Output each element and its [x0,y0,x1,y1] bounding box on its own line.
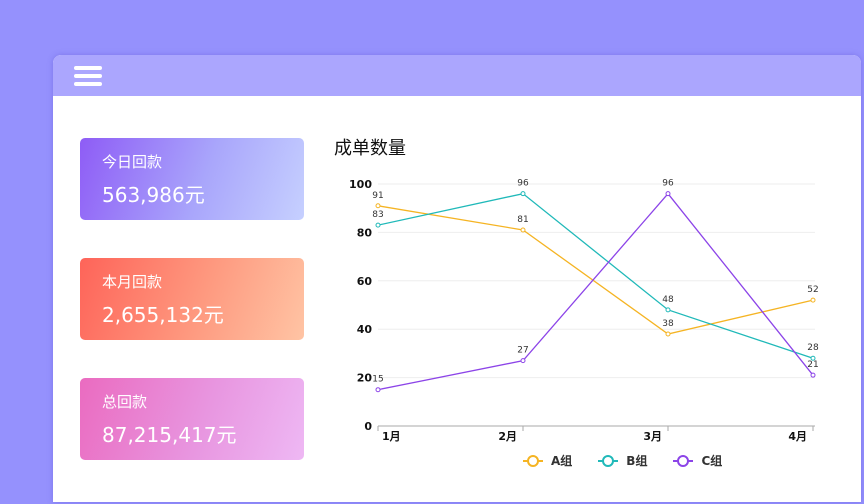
y-tick-label: 20 [357,372,373,385]
legend-item[interactable]: A组 [523,452,572,469]
data-label: 48 [662,295,674,305]
legend-label: A组 [551,454,573,468]
line-chart: 0 20 40 60 80 100 1月 2月 3月 4月 91 81 38 52 83 96 48 28 15 27… [349,178,819,443]
card-value: 563,986元 [102,183,205,207]
today-payment-card: 今日回款 563,986元 [80,138,304,220]
data-label: 21 [807,360,818,370]
dashboard-window: 今日回款 563,986元 本月回款 2,655,132元 总回款 87,215… [53,55,861,502]
y-tick-label: 0 [364,420,372,433]
series-line [377,192,814,359]
data-label: 96 [517,179,529,189]
legend-item[interactable]: B组 [598,452,647,469]
legend-label: B组 [626,454,648,468]
data-label: 96 [662,179,674,189]
legend-item[interactable]: C组 [673,452,722,469]
data-point[interactable] [665,191,671,197]
x-tick-label: 2月 [498,430,517,443]
series-line [377,205,814,335]
legend-label: C组 [701,454,723,468]
legend-marker-icon [598,454,619,467]
card-value: 87,215,417元 [102,423,237,447]
legend-marker-icon [673,454,694,467]
series-line [377,192,814,391]
data-point[interactable] [375,387,381,393]
data-point[interactable] [810,355,816,361]
y-tick-label: 60 [357,275,373,288]
data-label: 52 [807,285,818,295]
month-payment-card: 本月回款 2,655,132元 [80,258,304,340]
data-point[interactable] [520,191,526,197]
data-label: 91 [372,191,383,201]
data-point[interactable] [665,307,671,313]
x-tick-label: 4月 [788,430,807,443]
card-value: 2,655,132元 [102,303,224,327]
data-label: 81 [517,215,528,225]
data-label: 38 [662,319,674,329]
y-tick-label: 100 [349,178,372,191]
data-label: 83 [372,210,383,220]
card-label: 总回款 [102,393,148,411]
data-label: 28 [807,343,819,353]
data-label: 15 [372,375,383,385]
header-bar [53,55,861,96]
data-point[interactable] [810,297,816,303]
data-point[interactable] [520,358,526,364]
hamburger-menu-icon[interactable] [74,66,102,86]
data-label: 27 [517,346,528,356]
y-tick-label: 40 [357,323,373,336]
chart-legend: A组 B组 C组 [523,452,748,469]
chart-title: 成单数量 [334,138,406,159]
card-label: 本月回款 [102,273,163,291]
x-tick-label: 3月 [643,430,662,443]
card-label: 今日回款 [102,153,163,171]
y-tick-label: 80 [357,226,373,239]
x-tick-label: 1月 [382,430,401,443]
legend-marker-icon [523,454,543,467]
data-point[interactable] [375,222,381,228]
data-point[interactable] [810,372,816,378]
data-point[interactable] [665,331,671,337]
data-point[interactable] [375,203,381,209]
data-point[interactable] [520,227,526,233]
total-payment-card: 总回款 87,215,417元 [80,378,304,460]
